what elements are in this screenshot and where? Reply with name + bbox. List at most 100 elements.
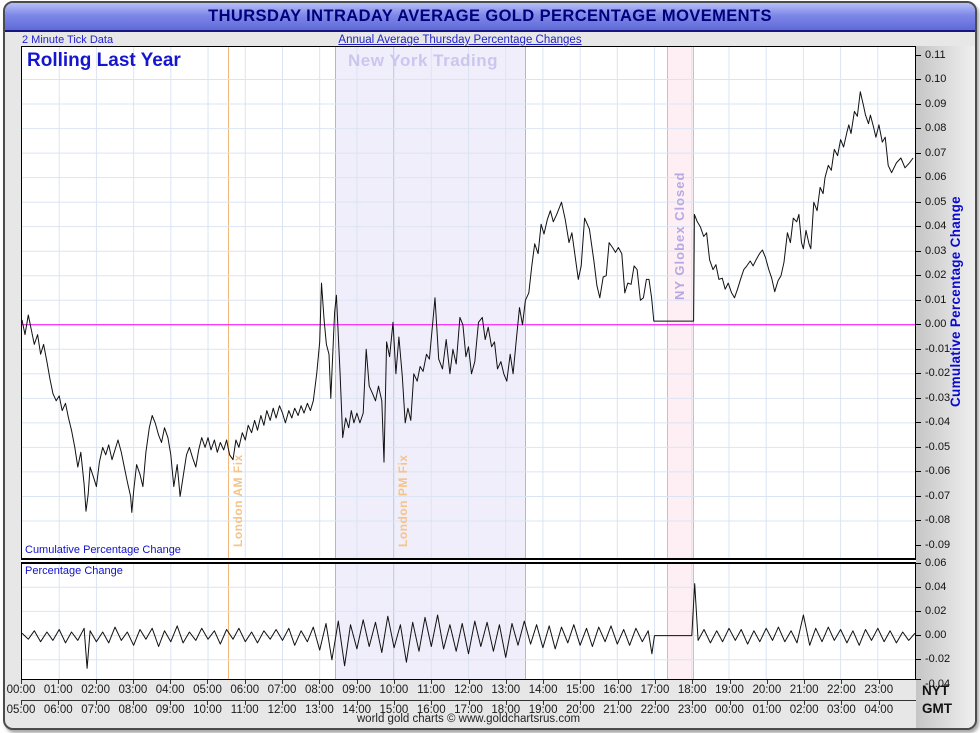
y-tick-label: 0.02 xyxy=(925,604,947,617)
y-tick xyxy=(916,471,921,473)
cumulative-inline-label: Cumulative Percentage Change xyxy=(25,544,181,556)
x-tick-label-nyt: 15:00 xyxy=(565,684,595,696)
y-tick xyxy=(916,520,921,522)
x-tick-label-gmt: 01:00 xyxy=(752,704,782,716)
y-tick-label: -0.08 xyxy=(925,514,951,527)
x-tick-nyt xyxy=(580,680,582,684)
x-tick-nyt xyxy=(21,680,22,684)
y-tick xyxy=(916,226,921,228)
gmt-axis-line xyxy=(21,700,916,701)
x-tick-label-gmt: 13:00 xyxy=(304,704,334,716)
y-tick-label: -0.01 xyxy=(925,342,951,355)
x-tick-gmt xyxy=(282,701,284,705)
x-tick-label-nyt: 22:00 xyxy=(827,684,856,696)
x-tick-nyt xyxy=(841,680,843,684)
y-tick-label: 0.08 xyxy=(925,122,947,135)
x-tick-label-gmt: 20:00 xyxy=(565,704,595,716)
y-tick-label: 0.01 xyxy=(925,293,947,306)
y-tick-label: -0.04 xyxy=(925,677,951,690)
x-tick-gmt xyxy=(58,701,60,705)
cumulative-plot xyxy=(22,47,915,558)
london-pm-fix-label: London PM Fix xyxy=(396,454,410,548)
globex-closed-label: NY Globex Closed xyxy=(672,171,687,300)
x-tick-label-gmt: 11:00 xyxy=(230,704,259,716)
x-tick-label-nyt: 02:00 xyxy=(81,684,110,696)
x-tick-label-nyt: 01:00 xyxy=(43,684,73,696)
y-tick xyxy=(916,54,921,56)
x-tick-label-gmt: 22:00 xyxy=(640,704,670,716)
x-tick-label-gmt: 10:00 xyxy=(193,704,222,716)
x-tick-label-nyt: 07:00 xyxy=(267,684,297,696)
y-tick xyxy=(916,586,921,588)
tick-data-note: 2 Minute Tick Data xyxy=(22,34,114,46)
x-tick-nyt xyxy=(170,680,172,684)
y-tick xyxy=(916,177,921,179)
x-tick-label-nyt: 20:00 xyxy=(752,684,782,696)
y-tick-label: -0.09 xyxy=(925,539,951,551)
y-tick xyxy=(916,635,921,637)
y-tick-label: -0.07 xyxy=(925,489,951,502)
x-tick-label-nyt: 18:00 xyxy=(677,684,707,696)
x-tick-gmt xyxy=(580,701,582,705)
y-tick-label: -0.05 xyxy=(925,440,951,453)
y-tick-label: 0.06 xyxy=(925,556,947,569)
y-tick-label: 0.00 xyxy=(925,318,947,331)
y-tick-label: 0.10 xyxy=(925,73,947,86)
x-tick-label-nyt: 08:00 xyxy=(304,684,334,696)
x-tick-gmt xyxy=(21,701,22,705)
x-tick-label-gmt: 18:00 xyxy=(491,704,521,716)
x-tick-label-gmt: 04:00 xyxy=(864,704,894,716)
y-tick xyxy=(916,79,921,81)
y-tick xyxy=(916,348,921,350)
x-tick-nyt xyxy=(468,680,470,684)
y-tick xyxy=(916,152,921,154)
y-tick-label: 0.00 xyxy=(925,629,947,642)
x-tick-label-gmt: 16:00 xyxy=(416,704,446,716)
y-tick-label: 0.02 xyxy=(925,269,947,282)
y-tick-label: 0.06 xyxy=(925,171,947,184)
london-am-fix-label: London AM Fix xyxy=(231,454,245,547)
x-tick-gmt xyxy=(654,701,656,705)
y-tick-label: 0.04 xyxy=(925,580,947,593)
x-tick-label-gmt: 05:00 xyxy=(6,704,36,716)
globex-closed-band xyxy=(667,47,694,679)
y-tick xyxy=(916,128,921,130)
y-tick-label: -0.04 xyxy=(925,416,951,429)
x-tick-gmt xyxy=(468,701,470,705)
x-tick-label-nyt: 23:00 xyxy=(864,684,894,696)
x-tick-gmt xyxy=(543,701,545,705)
y-tick xyxy=(916,562,921,564)
y-tick xyxy=(916,610,921,612)
x-tick-gmt xyxy=(841,701,843,705)
chart-window: THURSDAY INTRADAY AVERAGE GOLD PERCENTAG… xyxy=(3,1,977,730)
x-tick-gmt xyxy=(132,701,134,705)
y-tick xyxy=(916,373,921,375)
x-tick-label-nyt: 04:00 xyxy=(155,684,185,696)
x-tick-label-nyt: 09:00 xyxy=(342,684,372,696)
y-tick xyxy=(916,422,921,424)
x-tick-label-nyt: 21:00 xyxy=(789,684,819,696)
x-tick-label-nyt: 10:00 xyxy=(379,684,409,696)
x-tick-label-gmt: 19:00 xyxy=(528,704,558,716)
x-tick-label-gmt: 14:00 xyxy=(342,704,372,716)
ny-trading-label: New York Trading xyxy=(348,51,499,70)
x-tick-gmt xyxy=(170,701,172,705)
x-tick-label-nyt: 00:00 xyxy=(6,684,36,696)
x-tick-gmt xyxy=(617,701,619,705)
london-am-fix-line xyxy=(228,47,229,679)
x-tick-gmt xyxy=(356,701,358,705)
y-tick-label: 0.03 xyxy=(925,244,947,257)
x-tick-gmt xyxy=(431,701,433,705)
y-tick-label: 0.05 xyxy=(925,195,947,208)
x-tick-label-gmt: 00:00 xyxy=(715,704,744,716)
x-tick-nyt xyxy=(95,680,97,684)
title-bar: THURSDAY INTRADAY AVERAGE GOLD PERCENTAG… xyxy=(5,3,975,32)
right-axis-title: Cumulative Percentage Change xyxy=(948,196,963,408)
x-tick-label-nyt: 03:00 xyxy=(118,684,148,696)
y-tick-label: -0.02 xyxy=(925,367,951,380)
x-tick-gmt xyxy=(804,701,806,705)
x-tick-label-gmt: 17:00 xyxy=(454,704,483,716)
x-tick-label-nyt: 05:00 xyxy=(193,684,222,696)
x-tick-nyt xyxy=(654,680,656,684)
